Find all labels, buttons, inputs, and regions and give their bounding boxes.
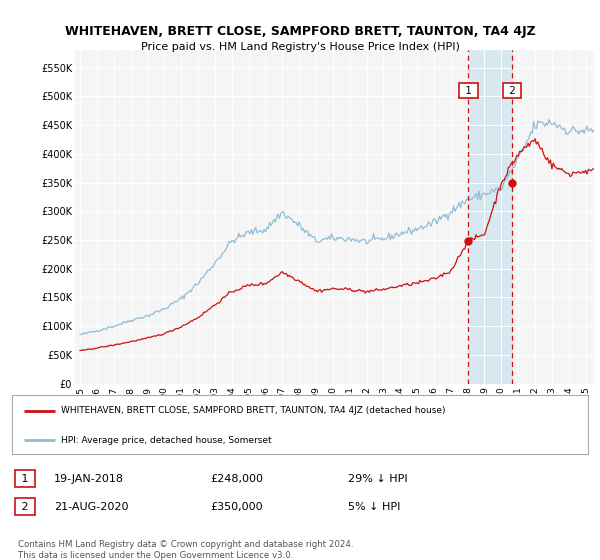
- Text: 2: 2: [18, 502, 32, 512]
- Text: £248,000: £248,000: [210, 474, 263, 484]
- Text: 2: 2: [506, 86, 518, 96]
- Text: Price paid vs. HM Land Registry's House Price Index (HPI): Price paid vs. HM Land Registry's House …: [140, 42, 460, 52]
- Text: 21-AUG-2020: 21-AUG-2020: [54, 502, 128, 512]
- Text: WHITEHAVEN, BRETT CLOSE, SAMPFORD BRETT, TAUNTON, TA4 4JZ: WHITEHAVEN, BRETT CLOSE, SAMPFORD BRETT,…: [65, 25, 535, 38]
- Text: £350,000: £350,000: [210, 502, 263, 512]
- Text: 1: 1: [18, 474, 32, 484]
- Text: 1: 1: [462, 86, 475, 96]
- Text: HPI: Average price, detached house, Somerset: HPI: Average price, detached house, Some…: [61, 436, 272, 445]
- Text: 29% ↓ HPI: 29% ↓ HPI: [348, 474, 407, 484]
- Text: Contains HM Land Registry data © Crown copyright and database right 2024.
This d: Contains HM Land Registry data © Crown c…: [18, 540, 353, 560]
- Text: WHITEHAVEN, BRETT CLOSE, SAMPFORD BRETT, TAUNTON, TA4 4JZ (detached house): WHITEHAVEN, BRETT CLOSE, SAMPFORD BRETT,…: [61, 406, 445, 415]
- Text: 5% ↓ HPI: 5% ↓ HPI: [348, 502, 400, 512]
- Text: 19-JAN-2018: 19-JAN-2018: [54, 474, 124, 484]
- Bar: [469, 50, 512, 384]
